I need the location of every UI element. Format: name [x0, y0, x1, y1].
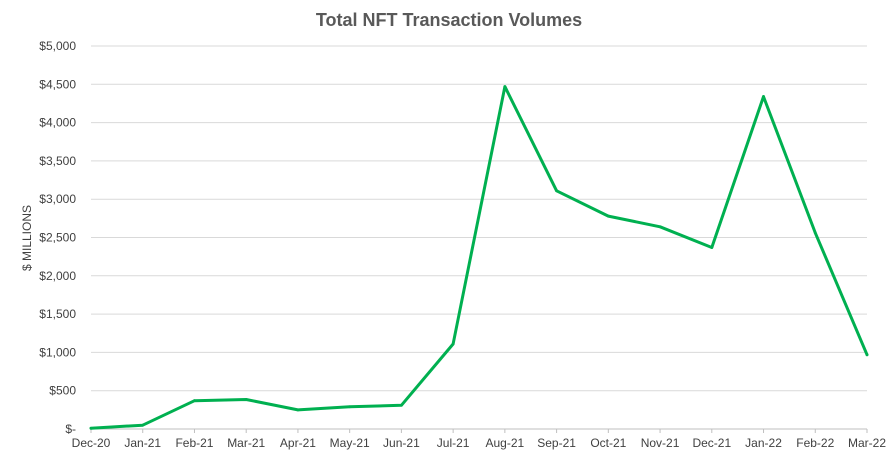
- x-tick-label: Apr-21: [280, 436, 316, 450]
- x-tick-label: Jun-21: [383, 436, 420, 450]
- data-point: [503, 85, 507, 88]
- y-tick-label: $5,000: [39, 39, 76, 53]
- x-tick-label: Mar-21: [227, 436, 265, 450]
- y-tick-label: $2,500: [39, 231, 76, 245]
- y-tick-label: $4,000: [39, 116, 76, 130]
- x-axis-ticks: Dec-20 Jan-21 Feb-21 Mar-21 Apr-21 May-21 Jun-…: [72, 429, 886, 450]
- data-point: [865, 353, 869, 357]
- y-axis-label: $ MILLIONS: [20, 205, 34, 271]
- y-tick-label: $3,000: [39, 192, 76, 206]
- x-tick-label: Sep-21: [537, 436, 576, 450]
- x-tick-label: Nov-21: [641, 436, 680, 450]
- data-point: [658, 225, 662, 229]
- x-tick-label: Jan-22: [745, 436, 782, 450]
- y-tick-label: $4,500: [39, 77, 76, 91]
- y-tick-label: $2,000: [39, 269, 76, 283]
- x-tick-label: Mar-22: [848, 436, 886, 450]
- x-tick-label: Aug-21: [486, 436, 525, 450]
- x-tick-label: Oct-21: [590, 436, 626, 450]
- data-point: [451, 342, 455, 346]
- data-point: [606, 214, 610, 218]
- x-tick-label: Jul-21: [437, 436, 470, 450]
- x-tick-label: Dec-20: [72, 436, 111, 450]
- data-point: [193, 399, 196, 403]
- data-point: [89, 426, 93, 430]
- series-group: [89, 85, 869, 430]
- y-tick-label: $-: [65, 422, 76, 436]
- data-point: [244, 398, 248, 401]
- data-point: [400, 403, 403, 407]
- y-tick-label: $500: [49, 384, 76, 398]
- y-axis-ticks: $- $500 $1,000 $1,500 $2,000 $2,500 $3,000 $3,5…: [39, 39, 76, 436]
- gridlines: [91, 45, 867, 430]
- data-point: [762, 95, 765, 98]
- y-tick-label: $1,000: [39, 345, 76, 359]
- data-point: [813, 231, 817, 235]
- y-tick-label: $1,500: [39, 307, 76, 321]
- x-tick-label: Feb-22: [796, 436, 834, 450]
- series-line: [89, 85, 869, 430]
- data-point: [296, 408, 300, 412]
- y-tick-label: $3,500: [39, 154, 76, 168]
- data-point: [141, 423, 145, 427]
- x-tick-label: Feb-21: [175, 436, 213, 450]
- x-tick-label: Dec-21: [692, 436, 731, 450]
- x-tick-label: May-21: [330, 436, 370, 450]
- data-point: [348, 405, 352, 409]
- data-point: [710, 246, 714, 249]
- data-point: [555, 189, 558, 193]
- x-tick-label: Jan-21: [124, 436, 161, 450]
- chart-title: Total NFT Transaction Volumes: [316, 10, 582, 30]
